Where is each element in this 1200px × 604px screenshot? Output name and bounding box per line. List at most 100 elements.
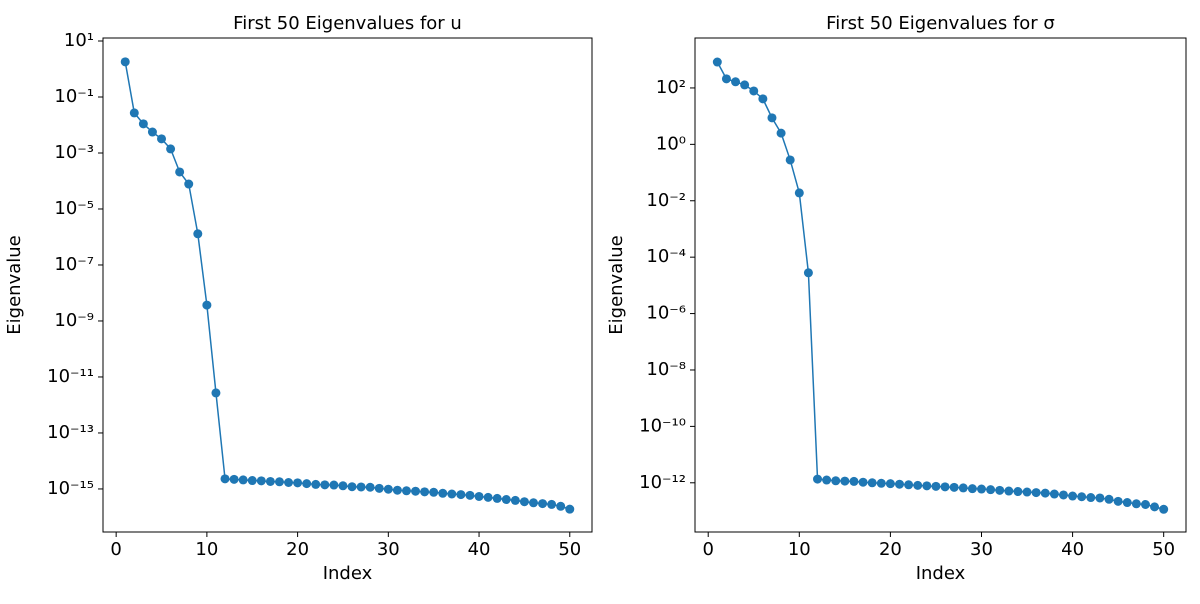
- data-point: [876, 478, 886, 488]
- data-point: [1031, 488, 1041, 498]
- data-point: [1122, 498, 1132, 508]
- data-point: [803, 268, 813, 278]
- data-point: [986, 485, 996, 495]
- data-point: [1113, 496, 1123, 506]
- data-point: [958, 483, 968, 493]
- data-point: [120, 57, 130, 67]
- y-tick-label: 10⁻²: [646, 190, 686, 211]
- y-tick-label: 10⁻¹⁵: [47, 478, 94, 499]
- data-point: [374, 483, 384, 493]
- data-point: [758, 94, 768, 104]
- data-point: [831, 476, 841, 486]
- chart-title: First 50 Eigenvalues for σ: [826, 13, 1055, 34]
- data-point: [931, 481, 941, 491]
- y-tick-label: 10⁻¹: [54, 86, 94, 107]
- data-point: [401, 486, 411, 496]
- data-point: [1013, 487, 1023, 497]
- data-point: [712, 57, 722, 67]
- data-point: [147, 127, 157, 137]
- data-point: [429, 487, 439, 497]
- data-point: [265, 476, 275, 486]
- data-point: [483, 492, 493, 502]
- data-point: [904, 480, 914, 490]
- y-tick-label: 10⁻⁷: [54, 254, 94, 275]
- data-point: [885, 479, 895, 489]
- y-tick-label: 10⁻⁸: [646, 359, 686, 380]
- y-tick-label: 10⁰: [656, 133, 686, 154]
- data-point: [166, 144, 176, 154]
- data-point: [940, 482, 950, 492]
- data-point: [976, 484, 986, 494]
- data-point: [858, 477, 868, 487]
- data-point: [274, 477, 284, 487]
- data-point: [211, 388, 221, 398]
- x-tick-label: 30: [970, 539, 993, 560]
- data-point: [247, 476, 257, 486]
- data-point: [547, 499, 557, 509]
- data-point: [438, 488, 448, 498]
- y-tick-label: 10⁻⁶: [646, 303, 686, 324]
- data-point: [1058, 490, 1068, 500]
- data-point: [302, 479, 312, 489]
- data-point: [556, 501, 566, 511]
- x-tick-label: 30: [377, 539, 400, 560]
- data-point: [1150, 502, 1160, 512]
- y-tick-label: 10²: [656, 77, 686, 98]
- data-point: [129, 108, 139, 118]
- data-point: [922, 481, 932, 491]
- data-point: [1022, 487, 1032, 497]
- data-point: [1049, 489, 1059, 499]
- data-point: [220, 474, 230, 484]
- data-point: [776, 128, 786, 138]
- data-point: [510, 495, 520, 505]
- data-point: [256, 476, 266, 486]
- data-point: [519, 497, 529, 507]
- x-tick-label: 40: [1061, 539, 1084, 560]
- data-point: [175, 167, 185, 177]
- data-point: [365, 482, 375, 492]
- x-tick-label: 10: [195, 539, 218, 560]
- data-point: [320, 480, 330, 490]
- data-point: [193, 229, 203, 239]
- data-point: [528, 498, 538, 508]
- data-point: [967, 484, 977, 494]
- data-point: [238, 475, 248, 485]
- x-tick-label: 50: [558, 539, 581, 560]
- chart-title: First 50 Eigenvalues for u: [233, 13, 462, 34]
- data-point: [538, 499, 548, 509]
- x-tick-label: 40: [468, 539, 491, 560]
- data-point: [849, 476, 859, 486]
- data-point: [813, 474, 823, 484]
- data-point: [311, 479, 321, 489]
- data-point: [392, 485, 402, 495]
- data-point: [949, 482, 959, 492]
- plot-frame: [102, 37, 593, 533]
- data-point: [867, 478, 877, 488]
- y-tick-label: 10⁻⁵: [54, 198, 94, 219]
- data-point: [785, 155, 795, 165]
- data-point: [465, 490, 475, 500]
- data-point: [329, 480, 339, 490]
- data-point: [338, 481, 348, 491]
- x-axis-label: Index: [323, 563, 373, 584]
- x-tick-label: 20: [286, 539, 309, 560]
- data-point: [1159, 504, 1169, 514]
- y-tick-label: 10⁻³: [54, 142, 94, 163]
- data-point: [1104, 494, 1114, 504]
- data-point: [1004, 486, 1014, 496]
- data-point: [740, 80, 750, 90]
- data-point: [293, 478, 303, 488]
- data-point: [565, 504, 575, 514]
- data-point: [420, 487, 430, 497]
- data-point: [356, 482, 366, 492]
- data-point: [794, 188, 804, 198]
- x-tick-label: 20: [879, 539, 902, 560]
- y-tick-label: 10⁻⁹: [54, 310, 94, 331]
- x-tick-label: 10: [788, 539, 811, 560]
- series-line: [124, 61, 570, 510]
- x-tick-label: 0: [702, 539, 713, 560]
- y-tick-label: 10⁻¹⁰: [639, 415, 686, 436]
- data-point: [184, 179, 194, 189]
- data-point: [995, 485, 1005, 495]
